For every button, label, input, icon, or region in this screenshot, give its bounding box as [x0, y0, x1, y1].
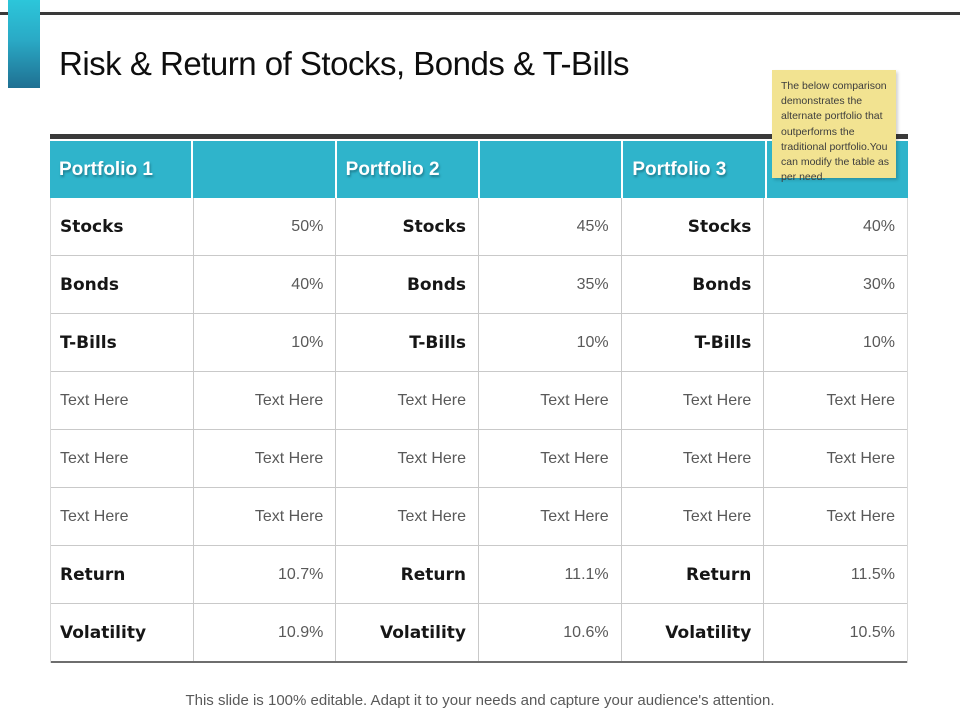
- table-cell-placeholder: Text Here: [51, 488, 194, 545]
- sticky-note: The below comparison demonstrates the al…: [772, 70, 896, 183]
- table-header-cell: [479, 141, 622, 198]
- table-cell-value: 40%: [862, 217, 895, 235]
- portfolio-table: Portfolio 1 Portfolio 2 Portfolio 3 Stocks…: [50, 134, 908, 663]
- table-cell-label: T-Bills: [336, 314, 479, 371]
- table-cell-label: Bonds: [622, 256, 765, 313]
- table-cell-placeholder: Text Here: [336, 430, 479, 487]
- table-row: Text Here Text Here Text Here Text Here Text…: [51, 430, 907, 488]
- table-cell-placeholder: Text Here: [826, 391, 895, 409]
- table-cell-label: Stocks: [336, 198, 479, 255]
- top-divider-line: [0, 12, 960, 15]
- table-cell-value: 10.7%: [194, 546, 337, 603]
- table-top-border: [50, 134, 908, 139]
- table-cell-label: Return: [622, 546, 765, 603]
- table-cell-value: 11.1%: [479, 546, 622, 603]
- table-cell-value: 35%: [479, 256, 622, 313]
- accent-bar-decoration: [8, 0, 40, 88]
- table-cell-placeholder: Text Here: [622, 430, 765, 487]
- table-cell-label: Volatility: [622, 604, 765, 661]
- table-cell-placeholder: Text Here: [479, 430, 622, 487]
- table-cell-label: Volatility: [336, 604, 479, 661]
- table-cell-value: 30%: [862, 275, 895, 293]
- table-cell-value: 10.6%: [479, 604, 622, 661]
- table-cell-label: Return: [51, 546, 194, 603]
- table-cell-label: Volatility: [51, 604, 194, 661]
- table-cell-label: Bonds: [51, 256, 194, 313]
- table-cell-placeholder: Text Here: [622, 488, 765, 545]
- table-cell-value: 45%: [479, 198, 622, 255]
- sticky-note-text: The below comparison demonstrates the al…: [781, 80, 889, 184]
- table-cell-label: T-Bills: [622, 314, 765, 371]
- table-cell-value: 50%: [194, 198, 337, 255]
- table-row: Volatility 10.9% Volatility 10.6% Volatility…: [51, 604, 907, 663]
- table-cell-value: 10.5%: [849, 623, 895, 641]
- table-cell-placeholder: Text Here: [826, 449, 895, 467]
- table-cell-placeholder: Text Here: [479, 372, 622, 429]
- table-cell-value: 10%: [862, 333, 895, 351]
- table-row: Text Here Text Here Text Here Text Here Text…: [51, 488, 907, 546]
- table-cell-label: Stocks: [622, 198, 765, 255]
- table-row: T-Bills 10% T-Bills 10% T-Bills 10%: [51, 314, 907, 372]
- table-cell-value: 10%: [479, 314, 622, 371]
- table-header-cell: Portfolio 1: [50, 141, 192, 198]
- table-cell-placeholder: Text Here: [622, 372, 765, 429]
- table-row: Bonds 40% Bonds 35% Bonds 30%: [51, 256, 907, 314]
- table-row: Return 10.7% Return 11.1% Return 11.5%: [51, 546, 907, 604]
- table-header-cell: [193, 141, 335, 198]
- table-header-cell: Portfolio 2: [336, 141, 478, 198]
- table-cell-placeholder: Text Here: [51, 372, 194, 429]
- table-cell-label: Bonds: [336, 256, 479, 313]
- table-row: Text Here Text Here Text Here Text Here Text…: [51, 372, 907, 430]
- table-cell-placeholder: Text Here: [479, 488, 622, 545]
- table-body: Stocks 50% Stocks 45% Stocks 40% Bonds 40% Bonds…: [50, 198, 908, 663]
- table-cell-placeholder: Text Here: [336, 488, 479, 545]
- table-cell-label: Stocks: [51, 198, 194, 255]
- table-cell-label: T-Bills: [51, 314, 194, 371]
- table-cell-placeholder: Text Here: [51, 430, 194, 487]
- table-cell-value: 10.9%: [194, 604, 337, 661]
- table-cell-value: 11.5%: [850, 565, 895, 583]
- page-title: Risk & Return of Stocks, Bonds & T-Bills: [59, 45, 629, 83]
- table-row: Stocks 50% Stocks 45% Stocks 40%: [51, 198, 907, 256]
- table-cell-label: Return: [336, 546, 479, 603]
- footer-caption: This slide is 100% editable. Adapt it to…: [185, 692, 775, 709]
- table-cell-value: 40%: [194, 256, 337, 313]
- table-header-cell: Portfolio 3: [623, 141, 765, 198]
- table-cell-placeholder: Text Here: [336, 372, 479, 429]
- table-cell-placeholder: Text Here: [826, 507, 895, 525]
- table-cell-value: 10%: [194, 314, 337, 371]
- table-cell-placeholder: Text Here: [194, 430, 337, 487]
- table-cell-placeholder: Text Here: [194, 372, 337, 429]
- table-cell-placeholder: Text Here: [194, 488, 337, 545]
